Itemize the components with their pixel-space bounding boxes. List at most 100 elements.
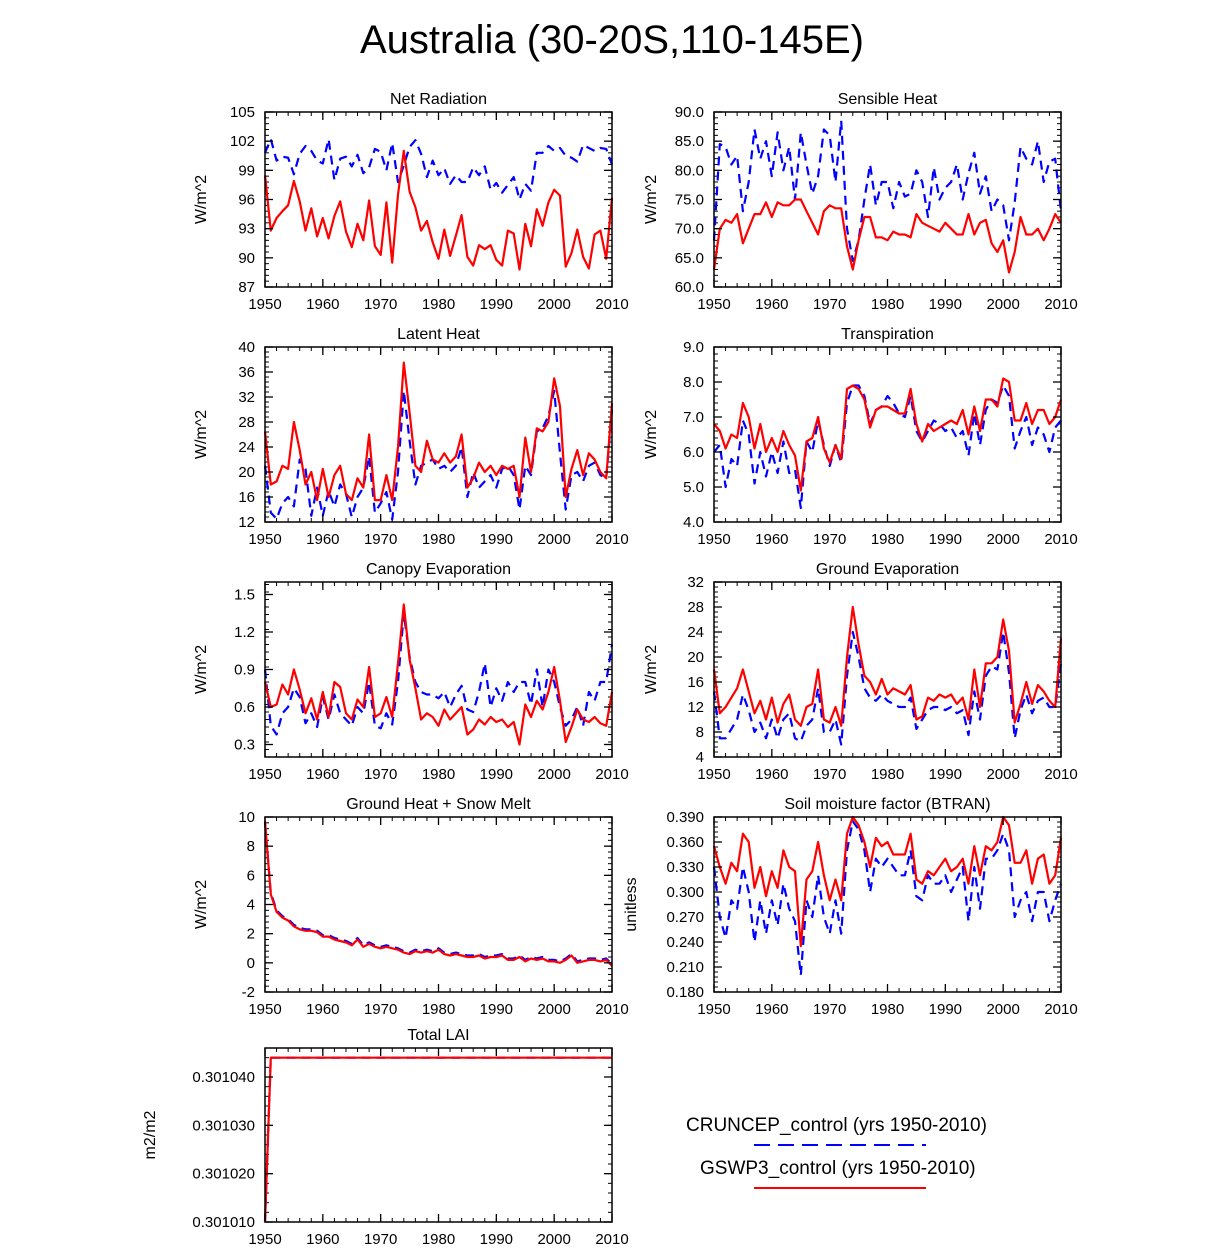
x-tick-label: 1980 <box>871 296 904 313</box>
plot-frame <box>264 816 613 993</box>
panel-title: Ground Evaporation <box>816 561 959 578</box>
x-tick-label: 2000 <box>537 531 570 548</box>
x-tick-label: 1960 <box>306 766 339 783</box>
panel-title: Transpiration <box>841 326 934 343</box>
y-tick-label: 12 <box>238 514 255 531</box>
series-line-gswp3-control <box>713 377 1063 492</box>
y-tick-label: 60.0 <box>675 279 704 296</box>
x-tick-label: 1980 <box>422 296 455 313</box>
x-tick-label: 1980 <box>422 531 455 548</box>
y-tick-label: 85.0 <box>675 133 704 150</box>
x-tick-label: 1990 <box>929 531 962 548</box>
y-tick-label: 0.3 <box>234 737 255 754</box>
x-tick-label: 1980 <box>422 1001 455 1018</box>
x-tick-label: 1990 <box>929 766 962 783</box>
series-line-cruncep-control <box>263 822 613 966</box>
x-tick-label: 2010 <box>595 531 628 548</box>
x-tick-label: 2000 <box>537 766 570 783</box>
x-tick-label: 1990 <box>480 1231 513 1248</box>
y-tick-label: 6.0 <box>683 444 704 461</box>
panel-title: Soil moisture factor (BTRAN) <box>784 796 990 813</box>
y-tick-label: 9.0 <box>683 339 704 356</box>
x-tick-label: 1950 <box>248 1231 281 1248</box>
y-axis-label: unitless <box>623 877 640 931</box>
y-tick-label: 99 <box>238 162 255 179</box>
y-tick-label: 16 <box>238 489 255 506</box>
x-tick-label: 2010 <box>595 766 628 783</box>
plot-frame <box>713 346 1062 523</box>
x-tick-label: 2000 <box>986 1001 1019 1018</box>
y-tick-label: 0.270 <box>666 909 704 926</box>
series-line-cruncep-control <box>263 1056 612 1223</box>
x-tick-label: 1970 <box>364 1001 397 1018</box>
y-tick-label: 16 <box>687 674 704 691</box>
x-tick-label: 1980 <box>871 1001 904 1018</box>
panel-title: Sensible Heat <box>838 91 938 108</box>
series-line-gswp3-control <box>263 1056 612 1223</box>
panel-title: Net Radiation <box>390 91 487 108</box>
x-tick-label: 1960 <box>755 1001 788 1018</box>
y-tick-label: 0 <box>247 955 255 972</box>
y-tick-label: 5.0 <box>683 479 704 496</box>
x-tick-label: 1970 <box>813 296 846 313</box>
y-tick-label: 40 <box>238 339 255 356</box>
y-axis-label: W/m^2 <box>193 410 210 459</box>
y-tick-label: 32 <box>238 389 255 406</box>
y-tick-label: 0.390 <box>666 809 704 826</box>
y-tick-label: 0.9 <box>234 662 255 679</box>
x-tick-label: 1960 <box>306 1001 339 1018</box>
figure-title: Australia (30-20S,110-145E) <box>360 18 864 62</box>
x-tick-label: 1950 <box>248 1001 281 1018</box>
x-tick-label: 2010 <box>1044 1001 1077 1018</box>
y-tick-label: 8.0 <box>683 374 704 391</box>
x-tick-label: 1960 <box>306 531 339 548</box>
plot-frame <box>264 581 613 758</box>
x-tick-label: 1960 <box>306 1231 339 1248</box>
x-tick-label: 1980 <box>871 766 904 783</box>
series-line-cruncep-control <box>713 384 1062 510</box>
y-tick-label: 0.210 <box>666 959 704 976</box>
y-tick-label: 90 <box>238 250 255 267</box>
y-tick-label: 28 <box>238 414 255 431</box>
legend-swatch-gswp3 <box>754 1187 926 1189</box>
y-tick-label: 87 <box>238 279 255 296</box>
y-tick-label: 1.5 <box>234 587 255 604</box>
y-axis-label: W/m^2 <box>193 880 210 929</box>
y-tick-label: 1.2 <box>234 624 255 641</box>
y-tick-label: 8 <box>696 724 704 741</box>
y-tick-label: 102 <box>230 133 255 150</box>
x-tick-label: 1950 <box>248 531 281 548</box>
series-line-cruncep-control <box>712 119 1063 262</box>
panel-title: Canopy Evaporation <box>366 561 511 578</box>
series-line-gswp3-control <box>263 821 613 967</box>
y-tick-label: 4 <box>696 749 704 766</box>
x-tick-label: 2000 <box>986 531 1019 548</box>
x-tick-label: 2000 <box>537 1231 570 1248</box>
x-tick-label: 1970 <box>813 766 846 783</box>
panel-title: Ground Heat + Snow Melt <box>346 796 531 813</box>
panel-title: Latent Heat <box>397 326 480 343</box>
y-tick-label: 96 <box>238 192 255 209</box>
x-tick-label: 2000 <box>537 1001 570 1018</box>
y-tick-label: 0.301030 <box>192 1117 255 1134</box>
y-tick-label: 7.0 <box>683 409 704 426</box>
panel-title: Total LAI <box>407 1027 469 1044</box>
x-tick-label: 1950 <box>697 1001 730 1018</box>
x-tick-label: 2010 <box>1044 531 1077 548</box>
y-tick-label: 10 <box>238 809 255 826</box>
y-axis-label: W/m^2 <box>643 410 660 459</box>
x-tick-label: 1970 <box>813 531 846 548</box>
legend-swatch-cruncep <box>754 1144 926 1146</box>
x-tick-label: 1970 <box>364 531 397 548</box>
y-tick-label: -2 <box>242 984 255 1001</box>
series-line-gswp3-control <box>263 603 614 746</box>
y-tick-label: 90.0 <box>675 104 704 121</box>
y-tick-label: 36 <box>238 364 255 381</box>
x-tick-label: 2010 <box>595 296 628 313</box>
panel-net-radiation: 1950 1960 1970 1980 1990 2000 2010 87 90 93 96 99 10… <box>193 91 629 313</box>
y-tick-label: 2 <box>247 926 255 943</box>
panel-total-lai: 1950 1960 1970 1980 1990 2000 2010 0.301010 0.30… <box>142 1027 629 1248</box>
series-line-gswp3-control <box>263 361 614 502</box>
x-tick-label: 1950 <box>248 766 281 783</box>
y-tick-label: 80.0 <box>675 162 704 179</box>
